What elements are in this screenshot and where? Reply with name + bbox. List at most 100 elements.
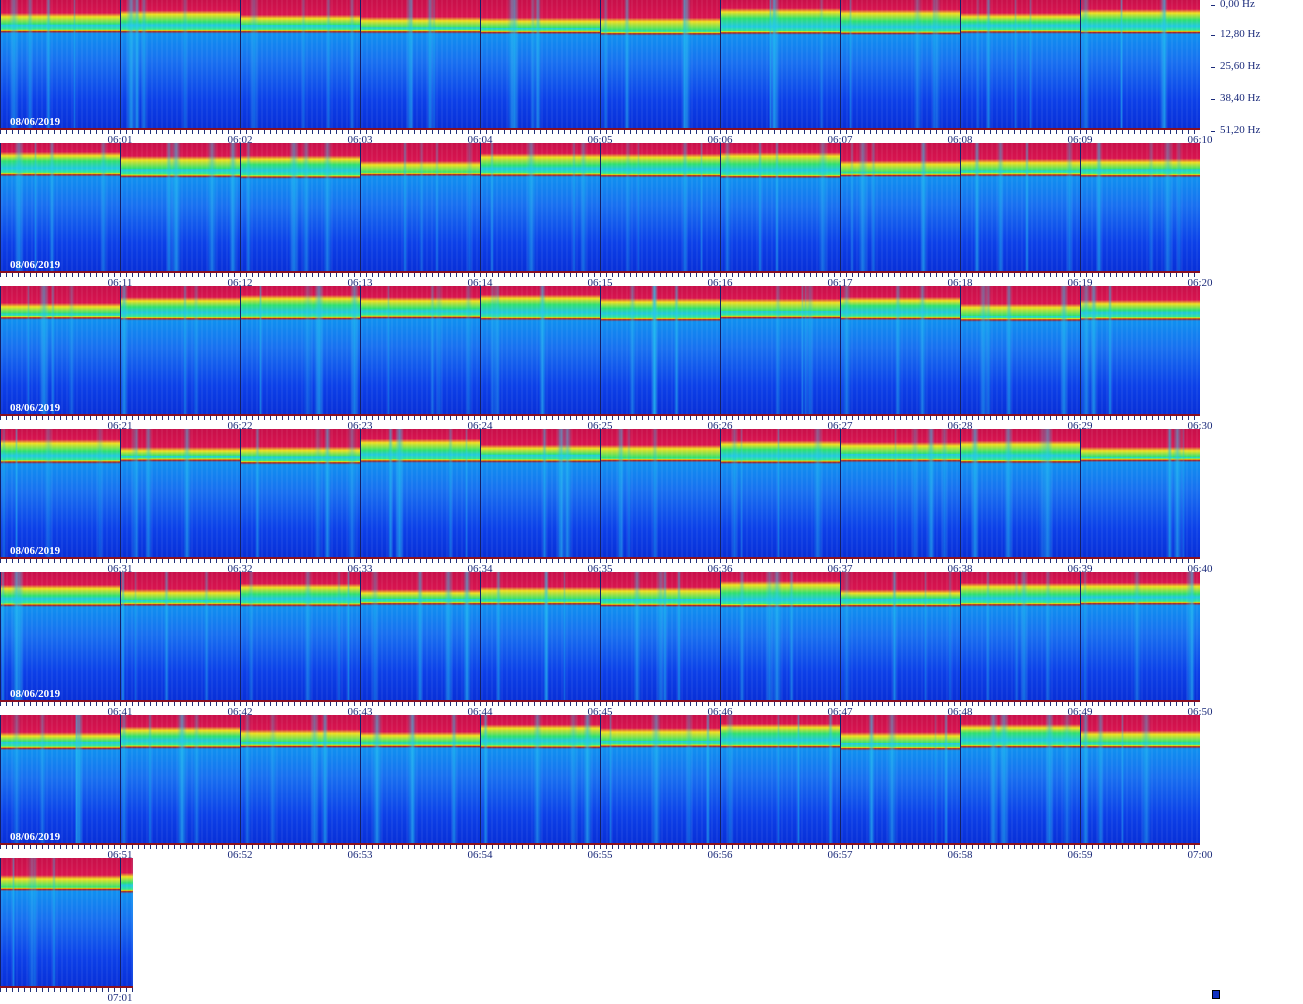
- date-label: 08/06/2019: [10, 116, 61, 128]
- spectrogram-panel: [360, 572, 480, 700]
- spectrogram-panel: [600, 143, 720, 271]
- spectrogram-panel: [840, 715, 960, 843]
- spectrogram-panel: [480, 0, 600, 128]
- spectrogram-panel: [600, 715, 720, 843]
- spectrogram-panel: [240, 286, 360, 414]
- spectrogram-strip: [0, 143, 1200, 271]
- spectrogram-panel: [600, 572, 720, 700]
- frequency-tick: [1211, 67, 1215, 68]
- spectrogram-panel: [240, 429, 360, 557]
- time-label: 06:55: [587, 849, 613, 861]
- spectrogram-panel: [0, 429, 120, 557]
- frequency-tick: [1211, 35, 1215, 36]
- time-axis: [0, 128, 1200, 136]
- time-label: 06:53: [347, 849, 373, 861]
- spectrogram-panel: [720, 572, 840, 700]
- spectrogram-panel: [1080, 715, 1200, 843]
- frequency-tick: [1211, 99, 1215, 100]
- spectrogram-panel: [840, 286, 960, 414]
- spectrogram-panel: [480, 143, 600, 271]
- spectrogram-panel: [0, 858, 120, 986]
- spectrogram-panel: [480, 572, 600, 700]
- time-axis: [0, 414, 1200, 422]
- spectrogram-panel: [840, 572, 960, 700]
- spectrogram-panel: [840, 143, 960, 271]
- spectrogram-strip: [0, 429, 1200, 557]
- spectrogram-row: 08/06/2019 06:41 06:42 06:43 06:44 06:45 06:46…: [0, 572, 1215, 718]
- spectrogram-panel: [360, 286, 480, 414]
- frequency-tick: [1211, 131, 1215, 132]
- spectrogram-panel: [120, 143, 240, 271]
- spectrogram-panel: [960, 0, 1080, 128]
- spectrogram-panel: [720, 143, 840, 271]
- date-label: 08/06/2019: [10, 402, 61, 414]
- frequency-label: 51,20 Hz: [1220, 124, 1261, 136]
- time-axis: [0, 700, 1200, 708]
- date-label: 08/06/2019: [10, 259, 61, 271]
- spectrogram-panel: [120, 286, 240, 414]
- date-label: 08/06/2019: [10, 831, 61, 843]
- spectrogram-panel: [0, 0, 120, 128]
- spectrogram-row: 08/06/2019 06:01 06:02 06:03 06:04 06:05 06:06…: [0, 0, 1215, 146]
- spectrogram-panel: [240, 715, 360, 843]
- spectrogram-panel: [600, 286, 720, 414]
- spectrogram-panel: [1080, 286, 1200, 414]
- spectrogram-panel: [120, 572, 240, 700]
- spectrogram-row: 07:01: [0, 858, 1215, 1004]
- spectrogram-strip: [0, 572, 1200, 700]
- time-label: 06:54: [467, 849, 493, 861]
- spectrogram-panel: [0, 572, 120, 700]
- spectrogram-panel: [480, 715, 600, 843]
- spectrogram-strip: [0, 715, 1200, 843]
- time-axis: [0, 986, 133, 994]
- time-axis: [0, 271, 1200, 279]
- spectrogram-panel: [720, 286, 840, 414]
- spectrogram-panel: [240, 572, 360, 700]
- spectrogram-panel: [960, 143, 1080, 271]
- spectrogram-panel: [720, 715, 840, 843]
- spectrogram-row: 08/06/2019 06:51 06:52 06:53 06:54 06:55 06:56…: [0, 715, 1215, 861]
- status-marker: [1212, 990, 1220, 999]
- spectrogram-strip: [0, 0, 1200, 128]
- spectrogram-panel: [1080, 572, 1200, 700]
- spectrogram-panel: [720, 0, 840, 128]
- spectrogram-panel: [720, 429, 840, 557]
- time-label: 06:57: [827, 849, 853, 861]
- spectrogram-panel: [480, 429, 600, 557]
- spectrogram-panel: [1080, 429, 1200, 557]
- frequency-label: 12,80 Hz: [1220, 28, 1261, 40]
- date-label: 08/06/2019: [10, 545, 61, 557]
- spectrogram-panel: [0, 143, 120, 271]
- time-label: 07:00: [1187, 849, 1213, 861]
- frequency-label: 25,60 Hz: [1220, 60, 1261, 72]
- spectrogram-panel: [960, 286, 1080, 414]
- spectrogram-panel: [1080, 143, 1200, 271]
- spectrogram-panel: [240, 0, 360, 128]
- spectrogram-panel: [600, 0, 720, 128]
- time-label: 06:59: [1067, 849, 1093, 861]
- spectrogram-panel: [480, 286, 600, 414]
- spectrogram-row: 08/06/2019 06:21 06:22 06:23 06:24 06:25 06:26…: [0, 286, 1215, 432]
- spectrogram-panel: [960, 429, 1080, 557]
- spectrogram-row: 08/06/2019 06:11 06:12 06:13 06:14 06:15 06:16…: [0, 143, 1215, 289]
- frequency-tick: [1211, 5, 1215, 6]
- spectrogram-panel: [0, 286, 120, 414]
- spectrogram-row: 08/06/2019 06:31 06:32 06:33 06:34 06:35 06:36…: [0, 429, 1215, 575]
- time-axis: [0, 843, 1200, 851]
- spectrogram-panel: [0, 715, 120, 843]
- spectrogram-panel: [360, 0, 480, 128]
- time-label: 06:58: [947, 849, 973, 861]
- frequency-label: 38,40 Hz: [1220, 92, 1261, 104]
- spectrogram-panel: [1080, 0, 1200, 128]
- spectrogram-panel: [840, 0, 960, 128]
- spectrogram-strip: [0, 286, 1200, 414]
- spectrogram-panel: [960, 572, 1080, 700]
- date-label: 08/06/2019: [10, 688, 61, 700]
- time-label: 06:52: [227, 849, 253, 861]
- spectrogram-panel: [240, 143, 360, 271]
- time-label: 06:56: [707, 849, 733, 861]
- spectrogram-panel: [120, 0, 240, 128]
- spectrogram-panel: [360, 429, 480, 557]
- spectrogram-panel: [360, 143, 480, 271]
